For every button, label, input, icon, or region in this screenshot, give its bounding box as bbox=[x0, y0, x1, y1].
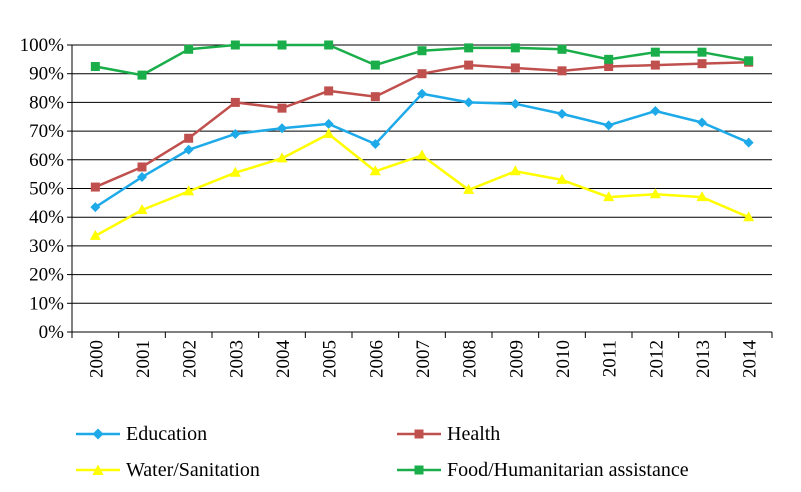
y-tick-label: 50% bbox=[29, 179, 64, 200]
series-lines bbox=[89, 40, 755, 240]
data-point bbox=[556, 173, 568, 184]
series-health bbox=[90, 57, 754, 192]
gridlines bbox=[72, 44, 772, 333]
data-point bbox=[324, 86, 334, 96]
series-food-humanitarian-assistance bbox=[90, 40, 754, 80]
data-point bbox=[369, 165, 381, 176]
data-point bbox=[650, 106, 661, 117]
data-point bbox=[603, 191, 615, 202]
data-point bbox=[604, 62, 614, 72]
y-tick-label: 0% bbox=[39, 322, 65, 343]
data-point bbox=[650, 47, 660, 57]
data-point bbox=[463, 97, 474, 108]
axes bbox=[67, 44, 773, 338]
series-education bbox=[90, 88, 754, 213]
data-point bbox=[697, 117, 707, 128]
data-point bbox=[464, 43, 474, 53]
data-point bbox=[557, 44, 567, 54]
y-tick-label: 30% bbox=[29, 236, 64, 257]
data-point bbox=[137, 162, 147, 172]
data-point bbox=[277, 103, 287, 113]
data-point bbox=[557, 108, 567, 119]
data-point bbox=[276, 152, 288, 163]
data-point bbox=[557, 66, 567, 76]
y-tick-label: 70% bbox=[29, 121, 64, 142]
data-point bbox=[464, 60, 474, 70]
x-tick-label: 2010 bbox=[553, 340, 574, 378]
data-point bbox=[510, 98, 521, 109]
data-point bbox=[323, 118, 334, 129]
data-point bbox=[416, 149, 428, 160]
x-tick-label: 2006 bbox=[366, 340, 387, 378]
data-point bbox=[417, 46, 427, 56]
data-point bbox=[277, 123, 287, 134]
data-point bbox=[697, 47, 707, 57]
x-tick-labels: 2000 2001 2002 2003 2004 2005 2006 2007 2008 2009… bbox=[86, 340, 760, 379]
x-tick-label: 2001 bbox=[133, 340, 154, 378]
data-point bbox=[510, 63, 520, 73]
data-point bbox=[184, 44, 194, 54]
data-point bbox=[277, 40, 287, 50]
data-point bbox=[697, 59, 707, 69]
data-point bbox=[649, 188, 661, 199]
x-tick-label: 2007 bbox=[413, 340, 434, 378]
x-tick-label: 2014 bbox=[740, 340, 761, 379]
data-point bbox=[417, 69, 427, 79]
data-point bbox=[417, 88, 427, 99]
data-point bbox=[650, 60, 660, 70]
data-point bbox=[230, 128, 241, 139]
data-point bbox=[603, 120, 614, 131]
data-point bbox=[230, 40, 240, 50]
data-point bbox=[744, 56, 754, 66]
series-line-health bbox=[94, 60, 749, 189]
y-tick-label: 10% bbox=[29, 293, 64, 314]
x-tick-label: 2004 bbox=[273, 340, 294, 379]
data-point bbox=[510, 43, 520, 53]
x-tick-label: 2008 bbox=[460, 340, 481, 378]
y-tick-label: 60% bbox=[29, 150, 64, 171]
data-point bbox=[370, 139, 381, 150]
data-point bbox=[743, 211, 755, 222]
x-tick-label: 2013 bbox=[693, 340, 714, 378]
y-tick-label: 100% bbox=[20, 35, 65, 56]
x-tick-label: 2009 bbox=[506, 340, 527, 378]
data-point bbox=[183, 144, 194, 155]
x-tick-label: 2005 bbox=[320, 340, 341, 378]
data-point bbox=[90, 62, 100, 72]
x-tick-label: 2012 bbox=[646, 340, 667, 378]
x-tick-label: 2003 bbox=[226, 340, 247, 378]
data-point bbox=[323, 127, 335, 138]
data-point bbox=[370, 60, 380, 70]
data-point bbox=[696, 191, 708, 202]
y-tick-labels: 0% 10% 20% 30% 40% 50% 60% 70% 80% 90% 100% bbox=[20, 35, 65, 343]
data-point bbox=[184, 133, 194, 143]
data-point bbox=[90, 202, 101, 213]
data-point bbox=[230, 97, 240, 107]
data-point bbox=[90, 182, 100, 192]
x-tick-label: 2002 bbox=[180, 340, 201, 378]
data-point bbox=[137, 172, 147, 183]
series-water-sanitation bbox=[89, 127, 755, 240]
data-point bbox=[89, 229, 101, 240]
y-tick-label: 20% bbox=[29, 265, 64, 286]
y-tick-label: 40% bbox=[29, 207, 64, 228]
data-point bbox=[183, 185, 195, 196]
data-point bbox=[509, 165, 521, 176]
data-point bbox=[604, 54, 614, 64]
data-point bbox=[324, 40, 334, 50]
x-tick-label: 2000 bbox=[86, 340, 107, 378]
data-point bbox=[136, 204, 148, 215]
data-point bbox=[463, 183, 475, 194]
data-point bbox=[370, 92, 380, 102]
y-tick-label: 90% bbox=[29, 64, 64, 85]
data-point bbox=[229, 166, 241, 177]
x-tick-label: 2011 bbox=[600, 340, 621, 377]
y-tick-label: 80% bbox=[29, 92, 64, 113]
data-point bbox=[137, 70, 147, 80]
data-point bbox=[743, 137, 754, 148]
